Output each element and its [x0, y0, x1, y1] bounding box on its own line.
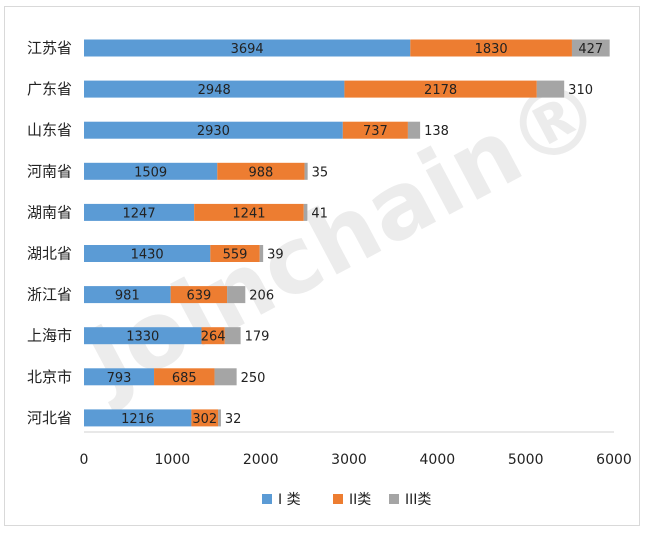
bar-segment	[84, 286, 171, 304]
legend-swatch	[333, 494, 343, 504]
x-tick-label: 4000	[420, 452, 456, 468]
data-label: 737	[363, 124, 388, 139]
bar-segment	[303, 203, 308, 221]
data-label: 1247	[123, 206, 156, 221]
legend-swatch	[262, 494, 272, 504]
legend-swatch	[389, 494, 399, 504]
bar-segment	[84, 39, 411, 57]
bar-segment	[84, 80, 345, 98]
bar-segment	[218, 409, 221, 427]
x-tick-label: 5000	[508, 452, 544, 468]
data-label: 3694	[231, 42, 264, 57]
data-label: 35	[312, 165, 329, 180]
x-tick-label: 6000	[596, 452, 632, 468]
x-tick-labels: 0 1000 2000 3000 4000 5000 6000	[80, 452, 632, 468]
data-label: 1241	[232, 206, 265, 221]
legend-label: I 类	[278, 492, 301, 508]
bar-segment	[194, 203, 304, 221]
category-label: 江苏省	[27, 39, 72, 57]
data-label: 206	[249, 289, 274, 304]
category-label: 湖北省	[27, 245, 72, 263]
bars-layer	[84, 39, 610, 427]
bar-segment	[84, 245, 211, 262]
data-label: 179	[245, 330, 270, 345]
bar-segment	[154, 368, 215, 386]
data-label: 310	[568, 83, 593, 98]
category-label: 河北省	[27, 409, 72, 427]
data-label: 427	[578, 42, 603, 57]
bar-segment	[227, 286, 246, 304]
data-label: 250	[241, 371, 266, 386]
data-label: 32	[225, 412, 242, 427]
bar-segment	[84, 121, 343, 139]
bar-segment	[84, 368, 155, 386]
bar-segment	[224, 327, 241, 345]
data-label: 639	[186, 289, 211, 304]
bar-segment	[170, 286, 228, 304]
data-label: 1830	[475, 42, 508, 57]
legend-label: III类	[405, 492, 431, 508]
category-label: 广东省	[27, 80, 72, 98]
data-label: 981	[115, 289, 140, 304]
data-label: 2178	[424, 83, 457, 98]
bar-segment	[217, 162, 305, 180]
bar-segment	[571, 39, 610, 57]
data-label: 1430	[131, 248, 164, 263]
bar-segment	[191, 409, 219, 427]
bar-segment	[84, 409, 192, 427]
category-label: 浙江省	[27, 286, 72, 304]
data-label: 2930	[197, 124, 230, 139]
x-tick-label: 1000	[155, 452, 191, 468]
bar-segment	[84, 327, 202, 345]
category-label: 上海市	[27, 327, 72, 345]
data-label: 1216	[121, 412, 154, 427]
data-label: 793	[107, 371, 132, 386]
bar-segment	[304, 162, 308, 180]
bar-segment	[201, 327, 225, 345]
data-label: 685	[172, 371, 197, 386]
data-label: 559	[223, 248, 248, 263]
bar-segment	[536, 80, 565, 98]
watermark-text: Joinchain®	[65, 54, 620, 417]
bar-segment	[342, 121, 408, 139]
bar-segment	[344, 80, 537, 98]
value-labels: 3694 1830 427 2948 2178 310 2930 737 138 1509 988 3…	[107, 42, 604, 427]
x-tick-label: 2000	[243, 452, 279, 468]
bar-segment	[84, 203, 195, 221]
category-label: 北京市	[27, 368, 72, 386]
bar-segment	[410, 39, 572, 57]
data-label: 302	[192, 412, 217, 427]
bar-segment	[407, 121, 421, 139]
data-label: 41	[311, 206, 328, 221]
bar-segment	[259, 245, 264, 262]
data-label: 2948	[198, 83, 231, 98]
bar-segment	[210, 245, 260, 262]
category-label: 山东省	[27, 121, 72, 139]
bar-segment	[214, 368, 237, 386]
data-label: 1509	[134, 165, 167, 180]
legend: I 类 II类 III类	[262, 492, 431, 508]
data-label: 988	[249, 165, 274, 180]
legend-label: II类	[349, 492, 371, 508]
category-label: 河南省	[27, 162, 72, 180]
bar-segment	[84, 162, 218, 180]
x-tick-label: 0	[80, 452, 89, 468]
data-label: 1330	[126, 330, 159, 345]
data-label: 264	[201, 330, 226, 345]
data-label: 39	[267, 248, 284, 263]
data-label: 138	[424, 124, 449, 139]
category-label: 湖南省	[27, 203, 72, 221]
x-tick-label: 3000	[331, 452, 367, 468]
watermark-layer: Joinchain®	[65, 54, 620, 417]
